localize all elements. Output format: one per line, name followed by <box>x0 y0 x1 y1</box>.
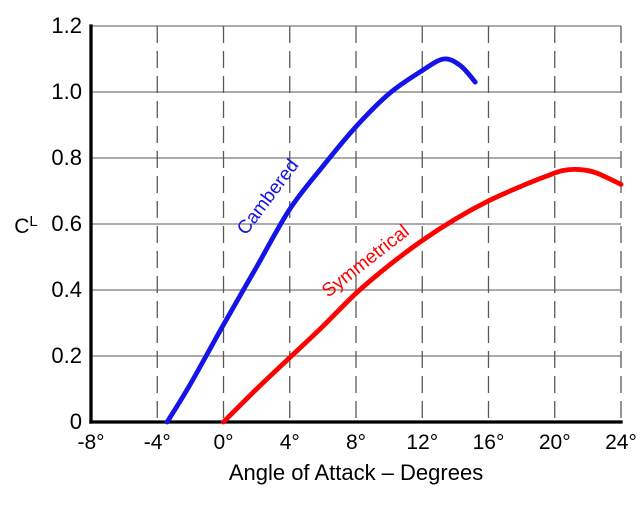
svg-text:1.0: 1.0 <box>51 79 82 104</box>
svg-text:0.2: 0.2 <box>51 343 82 368</box>
svg-text:12°: 12° <box>406 431 438 454</box>
svg-text:0.6: 0.6 <box>51 211 82 236</box>
svg-text:Cambered: Cambered <box>233 156 303 239</box>
svg-text:4°: 4° <box>280 431 300 454</box>
svg-text:16°: 16° <box>473 431 505 454</box>
svg-text:20°: 20° <box>539 431 571 454</box>
svg-text:1.2: 1.2 <box>51 13 82 38</box>
svg-text:CL: CL <box>14 213 38 238</box>
svg-text:8°: 8° <box>346 431 366 454</box>
svg-text:0.4: 0.4 <box>51 277 82 302</box>
svg-text:-8°: -8° <box>77 431 104 454</box>
svg-text:0.8: 0.8 <box>51 145 82 170</box>
svg-text:Angle of Attack – Degrees: Angle of Attack – Degrees <box>229 460 483 485</box>
svg-text:0°: 0° <box>213 431 233 454</box>
svg-text:24°: 24° <box>605 431 637 454</box>
svg-text:-4°: -4° <box>144 431 171 454</box>
